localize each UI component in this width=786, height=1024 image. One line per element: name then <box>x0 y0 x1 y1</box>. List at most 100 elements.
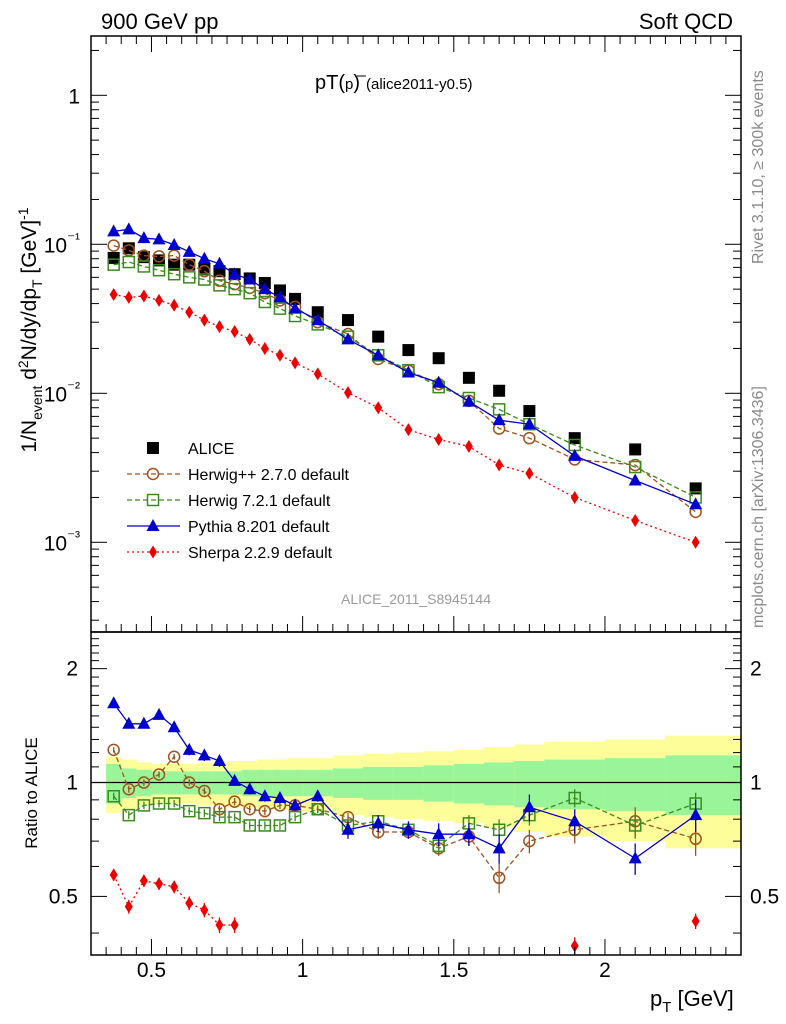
data-point <box>124 290 133 304</box>
data-point <box>522 417 536 430</box>
x-tick-label: 1 <box>297 959 309 982</box>
data-point <box>493 384 506 397</box>
header-category: Soft QCD <box>639 9 733 34</box>
ratio-point <box>183 804 196 818</box>
legend-entry: Sherpa 2.2.9 default <box>127 545 333 562</box>
x-tick-label: 1.5 <box>439 959 468 982</box>
svg-text:1/Nevent d2N/dy/dpT [GeV]-1: 1/Nevent d2N/dy/dpT [GeV]-1 <box>15 207 45 452</box>
ratio-point <box>568 791 581 805</box>
ratio-point <box>137 799 151 812</box>
ratio-point <box>212 754 226 767</box>
ratio-point <box>288 810 302 824</box>
data-point <box>258 295 272 309</box>
svg-text:pT(p)(alice2011-y0.5): pT(p) (alice2011-y0.5) <box>315 72 472 94</box>
ratio-point <box>167 797 181 810</box>
x-tick-label: 2 <box>599 959 611 982</box>
ratio-point <box>213 810 226 824</box>
ratio-point <box>200 903 209 917</box>
data-point <box>200 313 209 327</box>
data-point <box>167 249 181 262</box>
data-point <box>311 306 324 319</box>
ratio-tick-label-right: 1 <box>750 772 762 795</box>
ratio-point <box>258 804 272 818</box>
ratio-point <box>167 720 181 733</box>
header-collision: 900 GeV pp <box>101 9 218 34</box>
ratio-point <box>137 776 151 789</box>
data-point <box>168 258 181 271</box>
ratio-point <box>198 784 211 798</box>
y-tick-label: 10⁻¹ <box>44 230 80 257</box>
data-point <box>464 439 473 453</box>
data-point <box>198 273 211 286</box>
top-panel-frame <box>90 35 742 633</box>
legend-label: Herwig 7.2.1 default <box>188 493 331 510</box>
ratio-tick-label: 0.5 <box>49 885 78 908</box>
series-herwig <box>107 255 702 504</box>
data-point <box>109 288 118 302</box>
data-point <box>628 460 642 474</box>
ratio-point <box>107 696 121 709</box>
data-point <box>152 232 166 245</box>
ratio-point <box>492 871 506 885</box>
ratio-line <box>113 749 696 879</box>
data-point <box>153 254 166 267</box>
legend-marker <box>149 545 157 559</box>
data-point <box>568 432 581 445</box>
y-tick-label: 1 <box>68 85 80 108</box>
data-point <box>432 375 446 388</box>
data-point <box>230 324 239 338</box>
series-pythia <box>107 222 703 510</box>
data-point <box>629 443 642 456</box>
data-point <box>313 367 322 381</box>
ratio-point <box>124 900 133 914</box>
ratio-point <box>568 814 582 827</box>
data-point <box>258 282 272 295</box>
ratio-point <box>109 868 118 882</box>
x-tick-label: 0.5 <box>137 959 166 982</box>
data-point <box>107 224 121 237</box>
series-sherpa <box>109 288 700 549</box>
data-point <box>122 222 136 235</box>
ratio-point <box>185 896 194 910</box>
ratio-point <box>273 791 287 804</box>
data-point <box>122 255 136 269</box>
ratio-point <box>401 822 415 835</box>
data-point <box>432 352 445 365</box>
series-line <box>113 293 696 543</box>
data-point <box>492 413 506 426</box>
data-point <box>341 314 354 327</box>
data-point <box>628 473 642 486</box>
legend-label: Sherpa 2.2.9 default <box>188 545 333 562</box>
data-point <box>523 431 536 445</box>
ratio-point <box>197 748 211 761</box>
ratio-series-sherpa <box>109 868 700 955</box>
data-point <box>212 256 226 269</box>
ratio-point <box>107 789 120 803</box>
ratio-band-inner <box>393 766 425 800</box>
data-point <box>275 348 284 362</box>
data-point <box>185 305 194 319</box>
ratio-point <box>462 827 476 840</box>
legend-entry: Pythia 8.201 default <box>127 519 330 536</box>
ratio-point <box>243 819 256 832</box>
ratio-point <box>522 800 536 813</box>
ratio-band-inner <box>665 755 741 816</box>
data-point <box>155 293 164 307</box>
ratio-band-inner <box>453 763 485 804</box>
data-point <box>215 320 224 334</box>
data-point <box>243 272 257 285</box>
ratio-tick-label: 1 <box>66 772 78 795</box>
data-point <box>523 405 536 418</box>
ratio-point <box>570 939 579 953</box>
ratio-point <box>628 819 642 832</box>
data-point <box>137 231 151 244</box>
data-point <box>213 279 226 292</box>
pbar-symbol: p <box>345 76 353 93</box>
ratio-point <box>152 707 166 720</box>
data-point <box>152 250 166 263</box>
ratio-point <box>371 816 385 829</box>
data-point <box>570 490 579 504</box>
data-point <box>311 313 325 326</box>
legend-marker <box>147 442 159 454</box>
data-point <box>182 244 196 257</box>
